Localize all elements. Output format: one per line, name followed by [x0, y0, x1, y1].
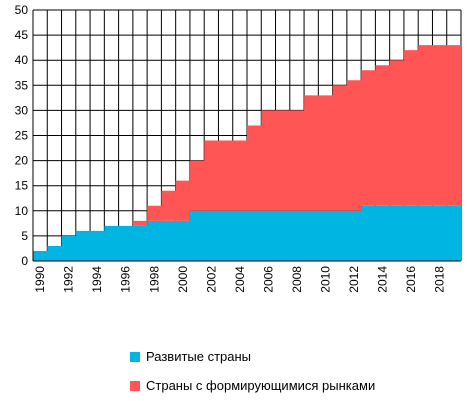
x-tick-label: 2012	[347, 266, 361, 293]
x-tick-label: 2018	[433, 266, 447, 293]
y-tick-label: 10	[15, 204, 29, 218]
y-tick-label: 0	[21, 254, 28, 268]
y-tick-label: 20	[15, 154, 29, 168]
legend-swatch-developed	[130, 351, 140, 362]
y-axis-ticks: 0 5 10 15 20 25 30 35 40 45 50	[15, 3, 29, 268]
series-area-0	[33, 205, 461, 261]
x-axis-ticks: 1990 1992 1994 1996 1998 2000 2002 2004 2006 2008…	[33, 266, 446, 293]
chart-axes	[32, 10, 461, 262]
x-tick-label: 1998	[147, 266, 161, 293]
y-tick-label: 35	[15, 78, 29, 92]
y-tick-label: 40	[15, 53, 29, 67]
y-tick-label: 25	[15, 129, 29, 143]
x-tick-label: 1992	[62, 266, 76, 293]
x-tick-label: 1996	[119, 266, 133, 293]
series-area-1	[33, 45, 461, 251]
x-tick-label: 1990	[33, 266, 47, 293]
x-tick-label: 2008	[290, 266, 304, 293]
legend-label-developed: Развитые страны	[146, 349, 252, 364]
x-tick-label: 1994	[90, 266, 104, 293]
y-tick-label: 45	[15, 28, 29, 42]
y-tick-label: 50	[15, 3, 29, 17]
legend-item-developed: Развитые страны	[130, 349, 251, 364]
x-tick-label: 2010	[318, 266, 332, 293]
chart-series	[33, 45, 461, 261]
legend-label-emerging: Страны с формирующимися рынками	[146, 378, 376, 393]
y-tick-label: 5	[21, 229, 28, 243]
x-tick-label: 2006	[261, 266, 275, 293]
y-tick-label: 15	[15, 179, 29, 193]
x-tick-label: 2002	[204, 266, 218, 293]
y-tick-label: 30	[15, 103, 29, 117]
x-tick-label: 2014	[376, 266, 390, 293]
legend-item-emerging: Страны с формирующимися рынками	[130, 378, 375, 393]
x-tick-label: 2016	[404, 266, 418, 293]
x-tick-label: 2000	[176, 266, 190, 293]
legend-swatch-emerging	[130, 380, 140, 391]
x-tick-label: 2004	[233, 266, 247, 293]
